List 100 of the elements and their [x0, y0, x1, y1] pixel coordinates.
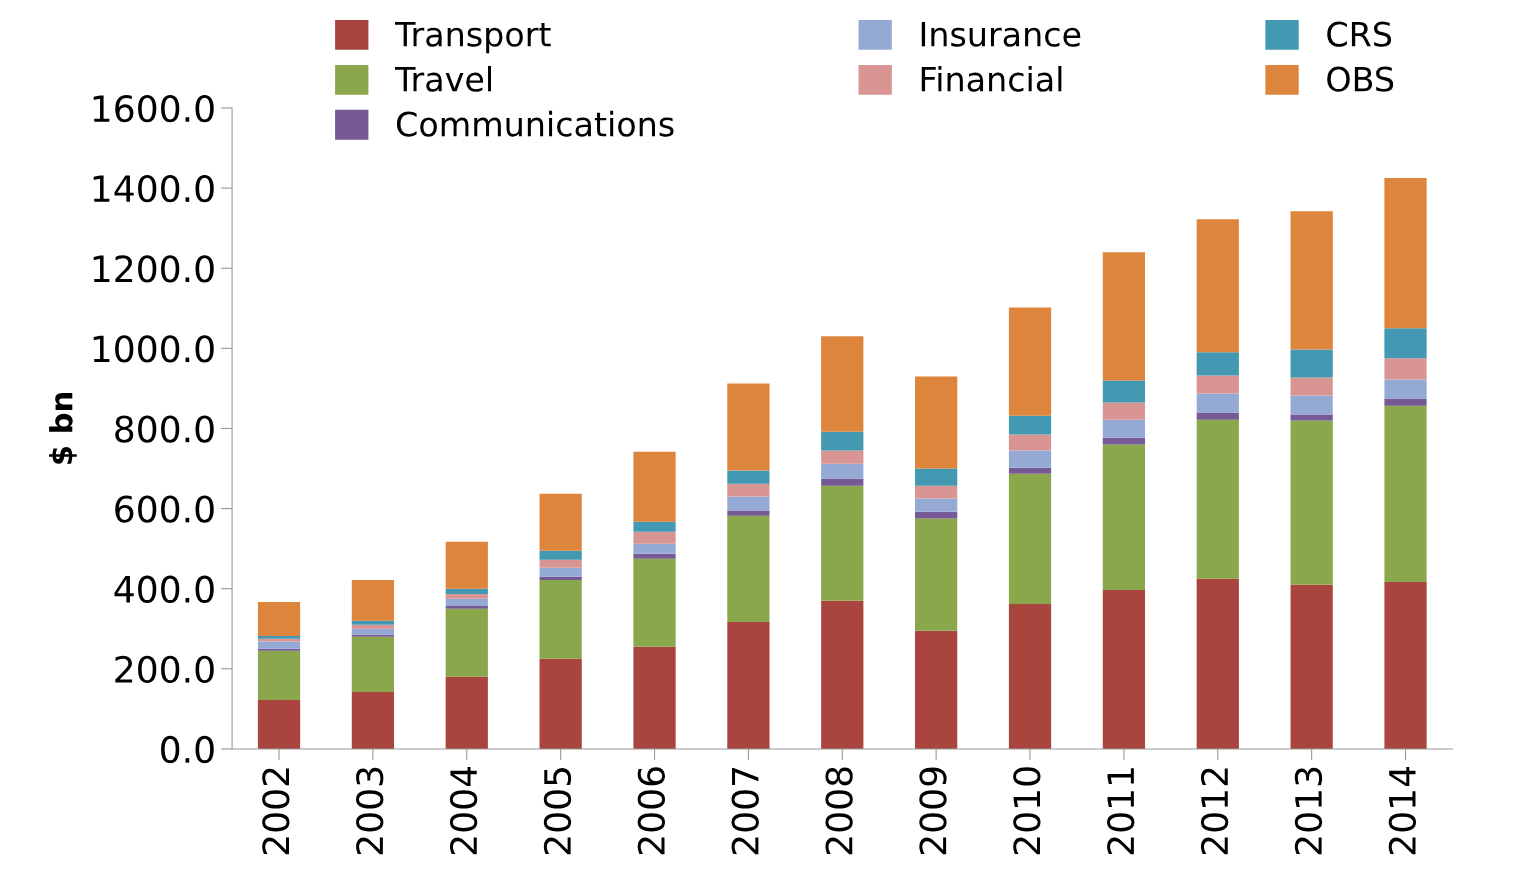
- legend-label: OBS: [1327, 66, 1394, 92]
- bar: [539, 579, 582, 659]
- bar: [1102, 444, 1146, 590]
- bar: [445, 588, 488, 594]
- bar: [1008, 307, 1052, 416]
- bar: [633, 451, 676, 522]
- bar: [445, 593, 488, 599]
- x-tick-label: 2005: [543, 768, 572, 855]
- bar: [633, 646, 676, 749]
- y-tick-label: 200.0: [115, 655, 214, 684]
- x-tick-label: 2006: [637, 767, 665, 855]
- bar: [1290, 420, 1333, 585]
- bar: [727, 470, 770, 484]
- bar: [1384, 178, 1427, 329]
- x-tick-label: 2009: [919, 767, 947, 855]
- bar: [351, 579, 395, 621]
- bar: [445, 541, 488, 589]
- bar: [633, 558, 676, 647]
- bar: [351, 634, 395, 637]
- bar: [445, 605, 488, 609]
- bar: [1290, 395, 1333, 415]
- legend-label: Travel: [394, 65, 492, 92]
- bar: [915, 518, 958, 631]
- bar: [539, 576, 582, 580]
- bar: [257, 648, 301, 651]
- x-tick-label: 2008: [825, 767, 853, 855]
- bar: [1008, 415, 1052, 435]
- bar: [351, 620, 395, 625]
- bar: [821, 485, 864, 601]
- bar: [1290, 211, 1333, 350]
- bar: [633, 531, 676, 544]
- bar: [1384, 358, 1427, 380]
- bar: [539, 658, 582, 749]
- bar: [351, 624, 395, 629]
- x-tick-label: 2007: [731, 767, 759, 855]
- bar: [1196, 393, 1239, 413]
- bar: [1102, 380, 1146, 403]
- bar: [915, 630, 958, 749]
- bar: [915, 376, 958, 469]
- bar: [257, 601, 301, 636]
- bar: [1102, 252, 1146, 381]
- x-tick-label: 2012: [1200, 768, 1229, 855]
- bar: [1290, 584, 1333, 749]
- bar: [1008, 603, 1052, 749]
- bar: [821, 478, 864, 486]
- bar: [915, 485, 958, 499]
- bar: [915, 498, 958, 512]
- bar: [1290, 377, 1333, 396]
- bar: [1196, 352, 1239, 376]
- bar: [351, 636, 395, 693]
- x-tick-label: 2003: [356, 767, 384, 855]
- x-tick-label: 2013: [1294, 767, 1323, 855]
- bar: [1008, 434, 1052, 451]
- bar: [727, 510, 770, 516]
- bar: [1196, 219, 1239, 353]
- bar: [1102, 589, 1146, 749]
- bar: [1008, 473, 1052, 604]
- bar: [633, 521, 676, 532]
- y-tick-label: 800.0: [115, 415, 214, 443]
- legend-label: Financial: [921, 65, 1062, 92]
- x-tick-label: 2014: [1388, 766, 1417, 855]
- y-tick-label: 1600.0: [93, 94, 214, 123]
- y-tick-label: 1400.0: [93, 175, 214, 203]
- bar: [1384, 398, 1427, 406]
- legend-label: Insurance: [921, 22, 1081, 47]
- bar: [727, 483, 770, 497]
- bar: [257, 700, 301, 749]
- x-tick-label: 2010: [1013, 767, 1041, 855]
- bar: [1290, 349, 1333, 378]
- y-tick-label: 600.0: [115, 495, 214, 523]
- bar: [257, 650, 301, 701]
- bar: [821, 450, 864, 464]
- legend-label: Communications: [396, 110, 674, 137]
- bar: [1102, 402, 1146, 420]
- bar: [539, 559, 582, 568]
- bar: [727, 621, 770, 749]
- bar: [257, 641, 301, 649]
- bar: [727, 383, 770, 471]
- bar: [1196, 578, 1239, 749]
- bar: [633, 553, 676, 559]
- bar: [351, 692, 395, 749]
- y-axis-title: $ bn: [49, 393, 77, 464]
- bar: [351, 628, 395, 635]
- bar: [1196, 419, 1239, 579]
- bar: [727, 515, 770, 622]
- bar: [445, 598, 488, 606]
- bar: [633, 543, 676, 554]
- bar: [539, 567, 582, 577]
- bar: [539, 550, 582, 560]
- bar: [1290, 414, 1333, 421]
- bar: [821, 463, 864, 479]
- x-tick-label: 2011: [1107, 768, 1135, 855]
- bar: [445, 608, 488, 677]
- bar: [1384, 379, 1427, 399]
- bar: [539, 493, 582, 551]
- bar: [1384, 405, 1427, 582]
- bar: [821, 431, 864, 451]
- bar: [1102, 419, 1146, 438]
- bar: [1196, 412, 1239, 420]
- bar: [915, 468, 958, 486]
